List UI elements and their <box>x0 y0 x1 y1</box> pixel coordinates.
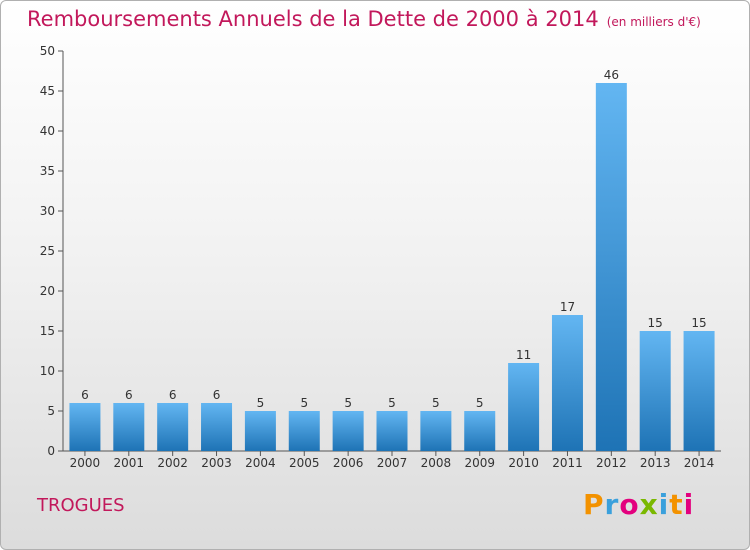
commune-name: TROGUES <box>37 495 125 516</box>
bar-2013 <box>639 331 671 451</box>
value-label-2001: 6 <box>125 388 133 402</box>
x-tick-label-2005: 2005 <box>289 456 320 470</box>
value-label-2013: 15 <box>648 316 663 330</box>
x-tick-label-2010: 2010 <box>508 456 539 470</box>
value-label-2008: 5 <box>432 396 440 410</box>
bar-2001 <box>113 403 145 451</box>
bar-2003 <box>201 403 233 451</box>
x-tick-label-2014: 2014 <box>684 456 715 470</box>
y-tick-label: 15 <box>40 324 55 338</box>
x-tick-label-2002: 2002 <box>157 456 188 470</box>
value-label-2006: 5 <box>344 396 352 410</box>
y-tick-label: 0 <box>47 444 55 458</box>
y-tick-label: 45 <box>40 84 55 98</box>
value-label-2004: 5 <box>257 396 265 410</box>
value-label-2011: 17 <box>560 300 575 314</box>
y-tick-label: 35 <box>40 164 55 178</box>
bar-2012 <box>595 83 627 451</box>
y-tick-label: 30 <box>40 204 55 218</box>
bar-2007 <box>376 411 408 451</box>
x-tick-label-2006: 2006 <box>333 456 364 470</box>
chart-title: Remboursements Annuels de la Dette de 20… <box>27 7 701 31</box>
bar-2010 <box>508 363 540 451</box>
x-tick-label-2012: 2012 <box>596 456 627 470</box>
logo-letter: o <box>619 488 640 521</box>
logo-letter: P <box>583 488 605 521</box>
bar-2005 <box>288 411 320 451</box>
chart-unit: (en milliers d'€) <box>606 15 701 29</box>
x-tick-label-2013: 2013 <box>640 456 671 470</box>
value-label-2010: 11 <box>516 348 531 362</box>
logo-letter: i <box>658 488 670 521</box>
chart-bars: 6 6 6 6 5 5 5 5 5 5 11 17 46 15 15 <box>69 68 715 451</box>
bar-2008 <box>420 411 452 451</box>
value-label-2005: 5 <box>300 396 308 410</box>
proxiti-logo: Proxiti <box>583 488 694 521</box>
x-tick-label-2001: 2001 <box>114 456 145 470</box>
bar-2000 <box>69 403 101 451</box>
value-label-2000: 6 <box>81 388 89 402</box>
y-tick-label: 20 <box>40 284 55 298</box>
value-label-2009: 5 <box>476 396 484 410</box>
x-tick-label-2004: 2004 <box>245 456 276 470</box>
x-tick-label-2003: 2003 <box>201 456 232 470</box>
logo-letter: r <box>604 488 620 521</box>
x-tick-label-2011: 2011 <box>552 456 583 470</box>
y-tick-label: 10 <box>40 364 55 378</box>
x-tick-label-2009: 2009 <box>464 456 495 470</box>
x-tick-label-2007: 2007 <box>377 456 408 470</box>
value-label-2014: 15 <box>691 316 706 330</box>
value-label-2002: 6 <box>169 388 177 402</box>
x-tick-label-2000: 2000 <box>70 456 101 470</box>
chart-axes: 0 5 10 15 20 25 30 35 40 45 50 2000 2001 2002 2003 2004… <box>40 44 721 470</box>
value-label-2003: 6 <box>213 388 221 402</box>
logo-letter: i <box>683 488 695 521</box>
logo-letter: t <box>669 488 684 521</box>
chart-title-text: Remboursements Annuels de la Dette de 20… <box>27 7 599 31</box>
y-tick-label: 40 <box>40 124 55 138</box>
bar-2004 <box>244 411 276 451</box>
y-tick-label: 50 <box>40 44 55 58</box>
bar-2011 <box>551 315 583 451</box>
bar-2014 <box>683 331 715 451</box>
value-label-2007: 5 <box>388 396 396 410</box>
y-tick-label: 5 <box>47 404 55 418</box>
value-label-2012: 46 <box>604 68 619 82</box>
y-tick-label: 25 <box>40 244 55 258</box>
bar-2006 <box>332 411 364 451</box>
bar-2002 <box>157 403 189 451</box>
bar-2009 <box>464 411 496 451</box>
x-tick-label-2008: 2008 <box>421 456 452 470</box>
logo-letter: x <box>639 488 659 521</box>
